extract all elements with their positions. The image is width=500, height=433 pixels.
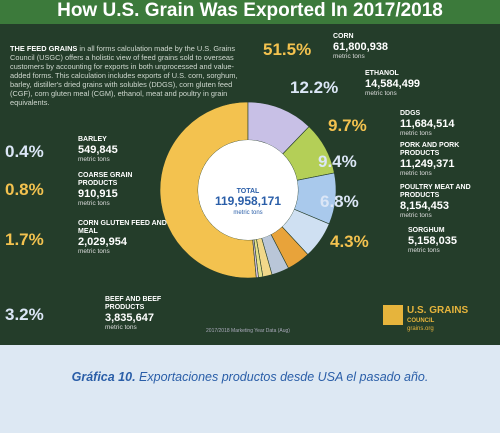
tonnage: 2,029,954: [78, 236, 127, 248]
slice-label: ETHANOL 14,584,499 metric tons: [365, 70, 455, 98]
tonnage: 5,158,035: [408, 235, 457, 247]
tonnage: 11,684,514: [400, 118, 455, 130]
slice-label: POULTRY MEAT AND PRODUCTS 8,154,453 metric…: [400, 184, 490, 220]
percent-label: 12.2%: [290, 78, 339, 97]
intro-text: in all forms calculation made by the U.S…: [10, 44, 238, 107]
unit: metric tons: [78, 156, 110, 163]
unit: metric tons: [78, 200, 110, 207]
total-unit: metric tons: [233, 210, 262, 216]
category-name: COARSE GRAIN PRODUCTS: [78, 172, 133, 187]
unit: metric tons: [400, 170, 432, 177]
slice-label: CORN GLUTEN FEED AND MEAL 2,029,954 metric…: [78, 220, 168, 256]
total-label: TOTAL: [237, 188, 260, 195]
percent-label: 9.7%: [328, 116, 367, 135]
slice-label: SORGHUM 5,158,035 metric tons: [408, 227, 498, 255]
percent-label: 4.3%: [330, 232, 369, 251]
logo-text: COUNCIL: [407, 318, 435, 324]
chart: 2017/2018 Marketing Year Data (Aug) U.S.…: [159, 101, 468, 334]
category-name: SORGHUM: [408, 227, 445, 234]
unit: metric tons: [408, 247, 440, 254]
slice-label: DDGS 11,684,514 metric tons: [400, 110, 490, 138]
slice-label: COARSE GRAIN PRODUCTS 910,915 metric tons: [78, 172, 168, 208]
unit: metric tons: [400, 130, 432, 137]
category-name: POULTRY MEAT AND PRODUCTS: [400, 184, 471, 199]
category-name: ETHANOL: [365, 70, 399, 77]
unit: metric tons: [365, 90, 397, 97]
slice-label: CORN 61,800,938 metric tons: [333, 33, 423, 61]
caption-lead: Gráfica 10.: [71, 370, 136, 384]
tonnage: 3,835,647: [105, 312, 154, 324]
unit: metric tons: [400, 212, 432, 219]
logo-text: U.S. GRAINS: [407, 305, 468, 316]
logo-url: grains.org: [407, 326, 434, 332]
tonnage: 8,154,453: [400, 200, 449, 212]
tonnage: 61,800,938: [333, 41, 389, 53]
tonnage: 549,845: [78, 144, 118, 156]
caption: Gráfica 10. Exportaciones productos desd…: [0, 370, 500, 384]
intro: THE FEED GRAINS in all forms calculation…: [10, 44, 242, 107]
footnote: 2017/2018 Marketing Year Data (Aug): [206, 328, 290, 334]
percent-label: 6.8%: [320, 192, 359, 211]
percent-label: 0.8%: [5, 180, 44, 199]
caption-text: Exportaciones productos desde USA el pas…: [139, 370, 429, 384]
percent-label: 51.5%: [263, 40, 312, 59]
category-name: CORN GLUTEN FEED AND MEAL: [78, 220, 167, 235]
slice-label: BARLEY 549,845 metric tons: [78, 136, 168, 164]
category-name: PORK AND PORK PRODUCTS: [400, 142, 460, 157]
total-value: 119,958,171: [215, 194, 281, 208]
tonnage: 14,584,499: [365, 78, 421, 90]
intro-lead: THE FEED GRAINS: [10, 44, 78, 53]
category-name: BARLEY: [78, 136, 107, 143]
slice-label: BEEF AND BEEF PRODUCTS 3,835,647 metric to…: [105, 296, 195, 332]
percent-label: 0.4%: [5, 142, 44, 161]
category-name: CORN: [333, 33, 354, 40]
percent-label: 9.4%: [318, 152, 357, 171]
donut-center: [198, 140, 298, 240]
percent-label: 1.7%: [5, 230, 44, 249]
tonnage: 11,249,371: [400, 158, 455, 170]
category-name: BEEF AND BEEF PRODUCTS: [105, 296, 162, 311]
title: How U.S. Grain Was Exported In 2017/2018: [0, 0, 500, 24]
category-name: DDGS: [400, 110, 421, 117]
slice-label: PORK AND PORK PRODUCTS 11,249,371 metric t…: [400, 142, 490, 178]
tonnage: 910,915: [78, 188, 118, 200]
unit: metric tons: [78, 248, 110, 255]
logo-mark: [383, 305, 403, 325]
unit: metric tons: [105, 324, 137, 331]
unit: metric tons: [333, 53, 365, 60]
percent-label: 3.2%: [5, 305, 44, 324]
